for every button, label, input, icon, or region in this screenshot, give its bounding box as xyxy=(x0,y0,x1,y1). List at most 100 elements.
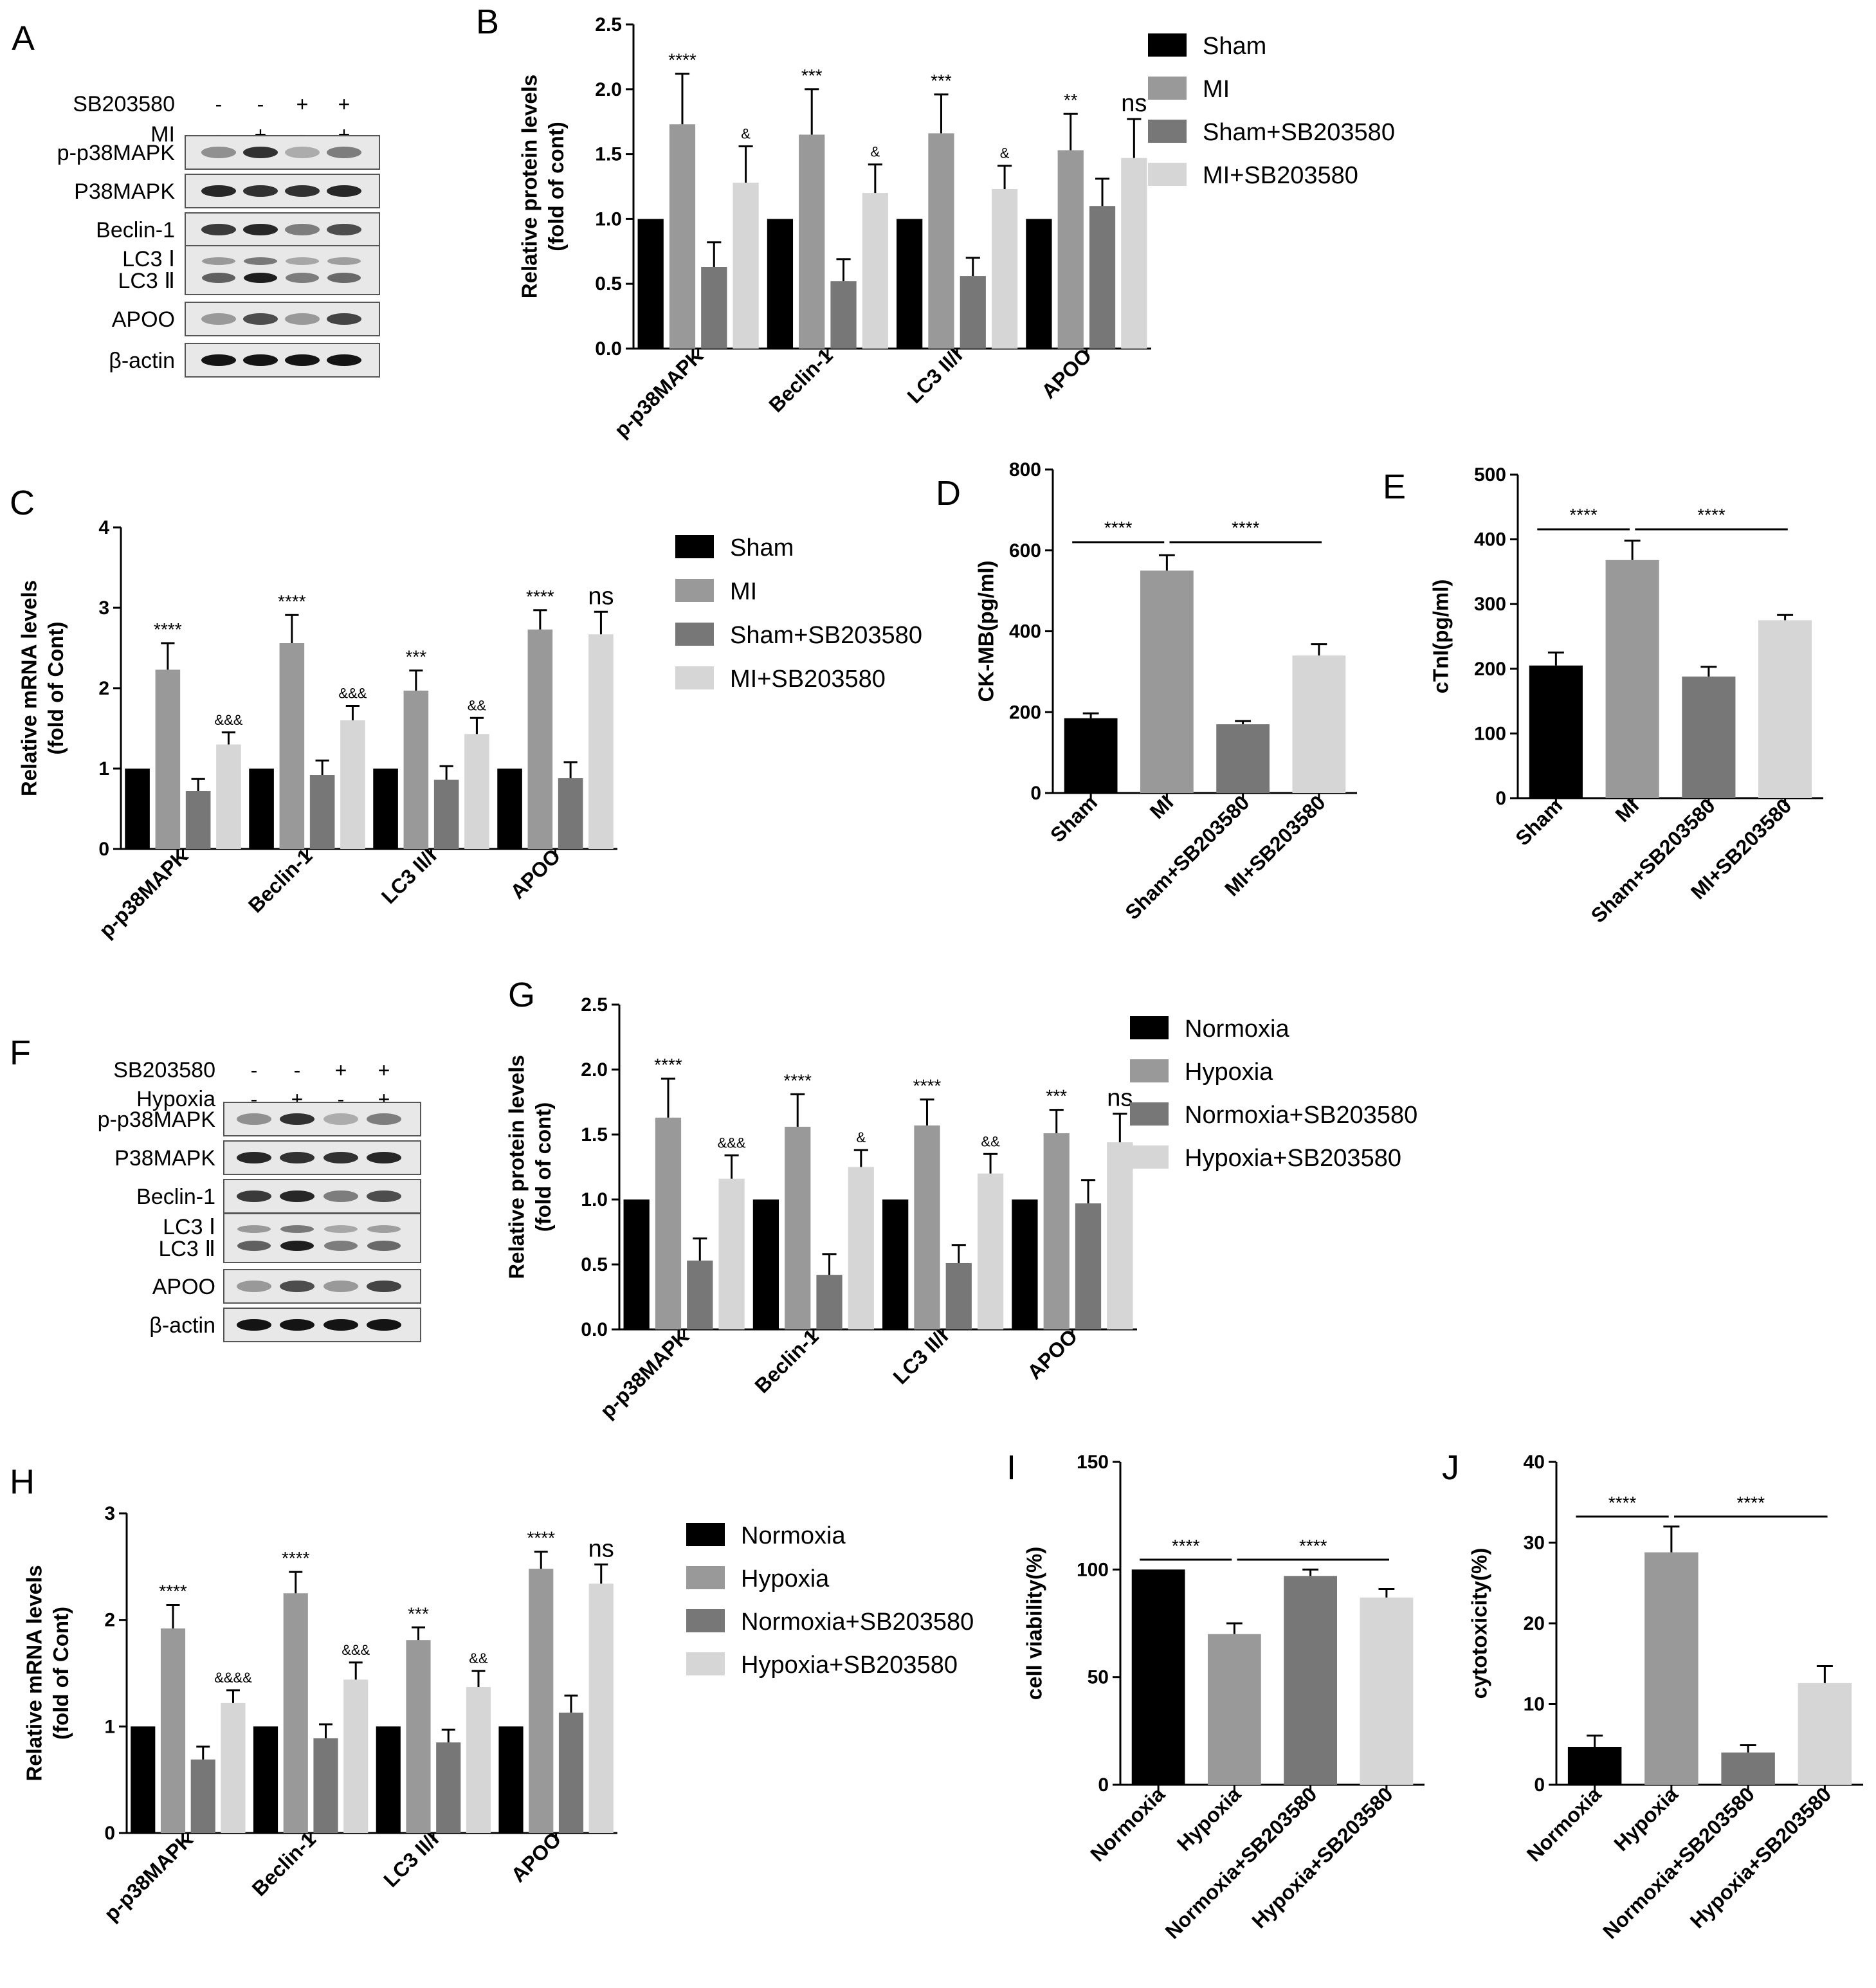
blot-band xyxy=(237,1152,271,1163)
legend-label: Normoxia xyxy=(1185,1016,1289,1043)
y-axis-label-line: Relative mRNA levels xyxy=(23,1565,46,1781)
legend-label: MI+SB203580 xyxy=(1203,162,1358,189)
bar-Hypoxia+SB203580 xyxy=(466,1687,491,1833)
significance-label: && xyxy=(981,1133,1000,1149)
bar-Hypoxia xyxy=(1207,1634,1261,1785)
x-tick-label: MI xyxy=(1145,790,1178,823)
y-axis-label-line: Relative protein levels xyxy=(505,1055,529,1279)
blot-band xyxy=(327,147,361,158)
legend-swatch xyxy=(686,1523,725,1546)
treatment-sign: - xyxy=(299,123,306,146)
y-tick-label: 0.5 xyxy=(581,1254,608,1275)
blot-band xyxy=(201,313,236,325)
significance-label: **** xyxy=(154,619,182,639)
blot-band xyxy=(201,354,236,366)
x-tick-label: LC3 II/I xyxy=(377,844,441,908)
treatment-label: SB203580 xyxy=(113,1058,215,1082)
blot-row-label: APOO xyxy=(112,307,175,332)
x-tick-label: APOO xyxy=(506,1827,565,1886)
bar-Sham xyxy=(249,769,274,849)
bar-MI xyxy=(155,670,181,849)
bar-Sham+SB203580 xyxy=(1216,724,1270,793)
significance-label: &&&& xyxy=(214,1670,252,1686)
blot-row-label: LC3 Ⅰ xyxy=(163,1215,215,1239)
bar-Normoxia+SB203580 xyxy=(558,1712,584,1833)
legend-label: Sham+SB203580 xyxy=(730,622,922,649)
bar-Hypoxia+SB203580 xyxy=(588,1583,614,1833)
y-axis-label-line: cytotoxicity(%) xyxy=(1468,1548,1491,1699)
x-tick-label: Hypoxia xyxy=(1172,1782,1246,1856)
blot-band xyxy=(243,313,278,325)
bar-Hypoxia+SB203580 xyxy=(718,1178,745,1329)
y-tick-label: 200 xyxy=(1474,659,1506,680)
y-tick-label: 1.5 xyxy=(581,1124,608,1145)
significance-label: *** xyxy=(406,647,427,667)
legend-swatch xyxy=(675,579,714,602)
x-tick-label: Normoxia+SB203580 xyxy=(1598,1782,1759,1943)
blot-band xyxy=(323,1152,358,1163)
bar-Sham xyxy=(897,219,923,349)
bar-Hypoxia xyxy=(914,1125,940,1329)
blot-band xyxy=(237,1281,271,1292)
significance-label: **** xyxy=(1608,1493,1637,1513)
panel-letter-F: F xyxy=(10,1034,31,1072)
y-tick-label: 0.5 xyxy=(595,273,622,295)
legend-label: Sham+SB203580 xyxy=(1203,119,1395,146)
significance-label: &&& xyxy=(342,1642,370,1658)
treatment-sign: - xyxy=(215,93,223,116)
significance-label: *** xyxy=(1046,1086,1067,1106)
significance-label: **** xyxy=(1232,518,1260,538)
blot-band xyxy=(323,1319,358,1331)
bar-Normoxia xyxy=(1567,1747,1622,1785)
legend-swatch xyxy=(675,623,714,646)
legend-label: Normoxia xyxy=(741,1522,846,1549)
legend-swatch xyxy=(686,1609,725,1632)
bar-Normoxia+SB203580 xyxy=(687,1260,713,1329)
blot-band xyxy=(285,354,320,366)
significance-label: ns xyxy=(588,1536,614,1563)
blot-band xyxy=(243,354,278,366)
legend-swatch xyxy=(1148,120,1187,143)
bar-Hypoxia+SB203580 xyxy=(343,1679,369,1833)
legend-label: Hypoxia+SB203580 xyxy=(1185,1145,1401,1172)
bar-MI xyxy=(669,124,696,349)
significance-label: **** xyxy=(527,1528,555,1548)
x-tick-label: LC3 II/I xyxy=(902,343,967,408)
bar-Hypoxia xyxy=(406,1640,431,1833)
blot-row-label: P38MAPK xyxy=(114,1146,215,1171)
bar-Hypoxia+SB203580 xyxy=(977,1173,1004,1329)
x-tick-label: LC3 II/I xyxy=(379,1827,443,1892)
y-tick-label: 500 xyxy=(1474,464,1506,486)
x-tick-label: p-p38MAPK xyxy=(610,343,707,441)
blot-band xyxy=(367,1241,401,1251)
bar-Sham xyxy=(373,769,398,849)
treatment-sign: + xyxy=(338,93,351,116)
blot-band xyxy=(280,1225,314,1233)
y-tick-label: 40 xyxy=(1524,1452,1545,1473)
blot-band xyxy=(286,273,319,283)
blot-row-label: Beclin-1 xyxy=(136,1185,215,1209)
bar-Sham+SB203580 xyxy=(185,791,211,849)
y-tick-label: 2.5 xyxy=(595,14,622,35)
y-tick-label: 0.0 xyxy=(581,1319,608,1340)
bar-Normoxia+SB203580 xyxy=(816,1275,842,1329)
blot-row-label: p-p38MAPK xyxy=(98,1108,216,1132)
bar-Normoxia xyxy=(498,1726,524,1833)
significance-label: **** xyxy=(783,1070,812,1090)
bar-Sham+SB203580 xyxy=(701,266,727,349)
x-tick-label: p-p38MAPK xyxy=(596,1324,693,1422)
y-tick-label: 50 xyxy=(1088,1667,1109,1688)
treatment-sign: - xyxy=(215,123,223,146)
chart-panel-G: 0.0 0.5 1.0 1.5 2.0 2.5 Relative protein level… xyxy=(505,994,1418,1423)
y-tick-label: 2 xyxy=(98,678,109,699)
blot-band xyxy=(367,1319,401,1331)
y-axis-label-line: CK-MB(pg/ml) xyxy=(974,561,998,702)
bar-Normoxia xyxy=(623,1199,650,1329)
bar-MI+SB203580 xyxy=(1121,158,1147,349)
bar-Hypoxia xyxy=(529,1569,554,1833)
y-tick-label: 400 xyxy=(1009,621,1041,643)
y-tick-label: 0 xyxy=(98,839,109,860)
significance-label: **** xyxy=(1737,1493,1765,1513)
y-axis-label-line: Relative protein levels xyxy=(518,75,542,298)
